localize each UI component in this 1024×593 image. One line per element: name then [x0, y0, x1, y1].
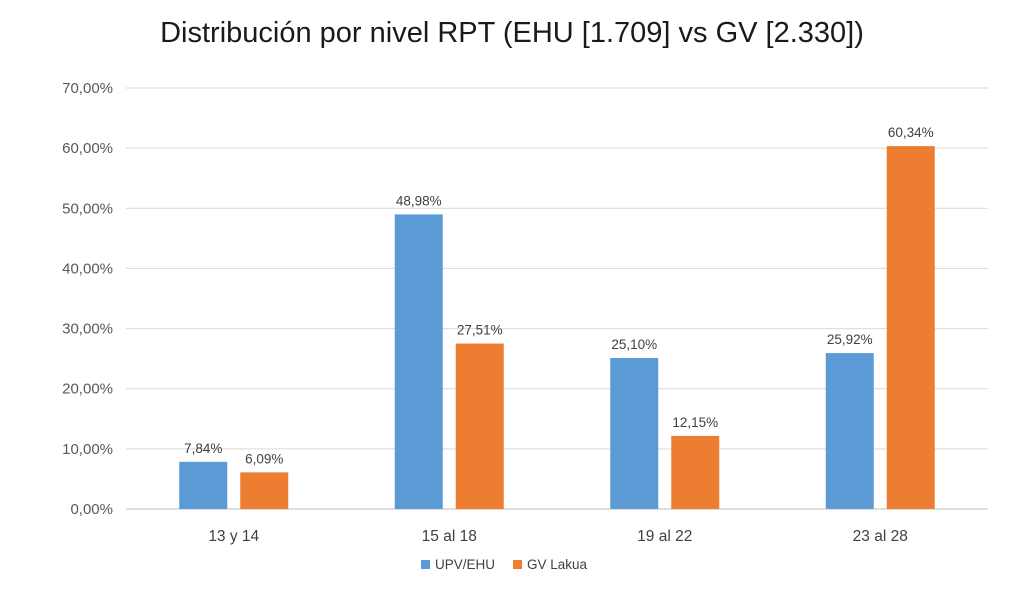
legend-swatch	[421, 560, 430, 569]
y-tick-label: 40,00%	[62, 260, 113, 277]
y-tick-label: 60,00%	[62, 140, 113, 157]
data-label: 25,10%	[611, 337, 657, 352]
y-tick-label: 70,00%	[62, 80, 113, 97]
y-tick-label: 10,00%	[62, 441, 113, 458]
y-tick-label: 50,00%	[62, 200, 113, 217]
bar-gv-lakua	[671, 435, 720, 509]
x-category-label: 19 al 22	[637, 528, 692, 545]
data-label: 6,09%	[245, 451, 283, 466]
bar-gv-lakua	[886, 146, 935, 509]
legend: UPV/EHU GV Lakua	[421, 557, 588, 572]
x-category-label: 15 al 18	[422, 528, 477, 545]
legend-swatch	[513, 560, 522, 569]
y-axis-ticks: 0,00% 10,00% 20,00% 30,00% 40,00% 50,00% 60,00…	[62, 80, 113, 518]
bars	[179, 146, 935, 509]
bar-upv-ehu	[179, 461, 228, 509]
bar-upv-ehu	[394, 214, 443, 509]
data-label: 7,84%	[184, 441, 222, 456]
x-category-label: 13 y 14	[208, 528, 259, 545]
data-label: 48,98%	[396, 193, 442, 208]
gridlines	[126, 87, 988, 510]
legend-label: GV Lakua	[527, 557, 588, 572]
chart-title: Distribución por nivel RPT (EHU [1.709] …	[160, 17, 864, 49]
data-label: 25,92%	[827, 332, 873, 347]
legend-label: UPV/EHU	[435, 557, 495, 572]
data-labels: 7,84% 6,09% 48,98% 27,51% 25,10% 12,15% 25,92%…	[184, 125, 934, 466]
x-category-label: 23 al 28	[853, 528, 908, 545]
data-label: 60,34%	[888, 125, 934, 140]
bar-gv-lakua	[240, 472, 289, 509]
x-axis-categories: 13 y 14 15 al 18 19 al 22 23 al 28	[208, 528, 908, 545]
data-label: 12,15%	[672, 415, 718, 430]
bar-upv-ehu	[825, 353, 874, 509]
bar-gv-lakua	[455, 343, 504, 509]
y-tick-label: 0,00%	[70, 501, 113, 518]
data-label: 27,51%	[457, 323, 503, 338]
y-tick-label: 30,00%	[62, 321, 113, 338]
y-tick-label: 20,00%	[62, 381, 113, 398]
bar-upv-ehu	[610, 358, 659, 509]
